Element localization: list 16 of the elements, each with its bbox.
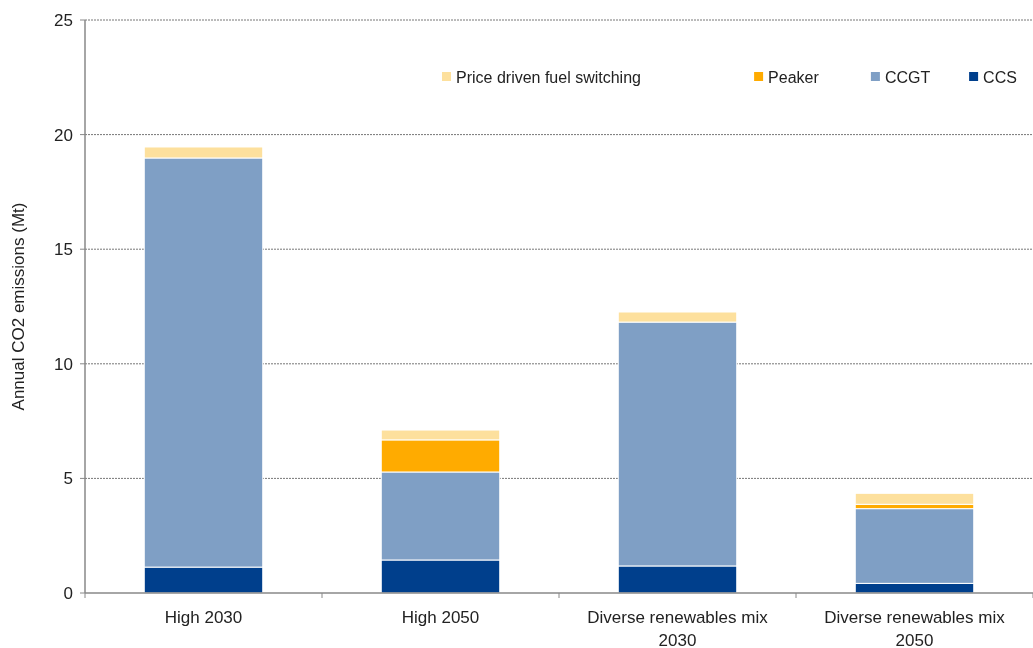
y-tick-label: 0 bbox=[63, 583, 73, 603]
y-tick-label: 25 bbox=[54, 10, 73, 30]
y-tick-label: 15 bbox=[54, 240, 73, 260]
x-tick-label: High 2030 bbox=[164, 608, 243, 627]
x-tick-label: Diverse renewables mix 2050 bbox=[824, 608, 1006, 648]
legend-label: Price driven fuel switching bbox=[456, 68, 641, 86]
x-tick-label: High 2050 bbox=[401, 608, 480, 627]
legend-label: CCGT bbox=[884, 68, 931, 86]
y-tick-label: 5 bbox=[63, 469, 73, 489]
y-axis-title: Annual CO2 emissions (Mt) bbox=[9, 202, 28, 411]
legend-label: Peaker bbox=[768, 68, 820, 86]
legend-label: CCS bbox=[983, 68, 1017, 86]
y-tick-label: 20 bbox=[54, 125, 73, 145]
bar bbox=[854, 492, 975, 505]
x-tick-label: Diverse renewables mix 2030 bbox=[587, 608, 769, 648]
y-tick-label: 10 bbox=[54, 354, 73, 374]
